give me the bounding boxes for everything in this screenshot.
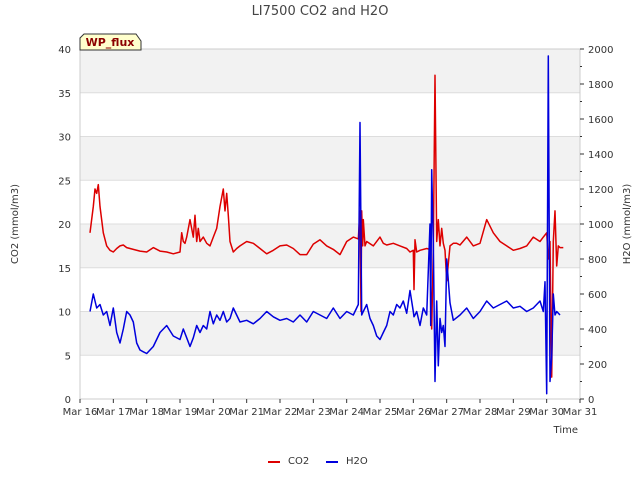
series-layer bbox=[89, 55, 564, 395]
y-tick-label-left: 35 bbox=[58, 89, 71, 100]
y-tick-label-left: 10 bbox=[58, 308, 71, 319]
x-tick-label: Mar 21 bbox=[229, 407, 264, 418]
y-tick-label-left: 25 bbox=[58, 176, 71, 187]
x-tick-label: Mar 24 bbox=[329, 407, 364, 418]
y-tick-label-right: 1600 bbox=[588, 115, 613, 126]
x-tick-label: Mar 19 bbox=[163, 407, 198, 418]
x-tick-label: Mar 20 bbox=[196, 407, 231, 418]
x-tick-label: Mar 30 bbox=[529, 407, 564, 418]
x-tick-label: Mar 22 bbox=[263, 407, 298, 418]
legend: CO2 H2O bbox=[268, 456, 368, 467]
y-tick-label-right: 600 bbox=[588, 290, 607, 301]
y-tick-label-right: 400 bbox=[588, 325, 607, 336]
series-line-co2 bbox=[89, 74, 564, 378]
x-axis-label: Time bbox=[553, 425, 578, 436]
background-bands bbox=[80, 49, 580, 356]
y-axis-right-label: H2O (mmol/m3) bbox=[622, 184, 633, 265]
y-tick-label-left: 40 bbox=[58, 45, 71, 56]
background-band bbox=[80, 136, 580, 181]
y-tick-label-right: 1200 bbox=[588, 185, 613, 196]
x-tick-label: Mar 29 bbox=[496, 407, 531, 418]
plot-area bbox=[79, 48, 581, 400]
badge-shape bbox=[79, 33, 142, 51]
legend-label-h2o: H2O bbox=[346, 456, 368, 467]
x-tick-label: Mar 23 bbox=[296, 407, 331, 418]
y-tick-label-right: 1400 bbox=[588, 150, 613, 161]
y-tick-label-right: 800 bbox=[588, 255, 607, 266]
x-tick-label: Mar 26 bbox=[396, 407, 431, 418]
background-band bbox=[80, 49, 580, 93]
y-axis-left-label: CO2 (mmol/m3) bbox=[10, 184, 21, 264]
x-tick-label: Mar 27 bbox=[429, 407, 464, 418]
y-tick-label-right: 200 bbox=[588, 360, 607, 371]
x-tick-label: Mar 18 bbox=[129, 407, 164, 418]
badge-label: WP_flux bbox=[86, 36, 135, 49]
y-tick-label-right: 1000 bbox=[588, 220, 613, 231]
y-tick-label-left: 20 bbox=[58, 220, 71, 231]
y-tick-label-left: 30 bbox=[58, 133, 71, 144]
background-band bbox=[80, 311, 580, 356]
y-axis-left: 0 5 10 15 20 25 30 35 40 bbox=[58, 45, 71, 406]
x-tick-label: Mar 25 bbox=[363, 407, 398, 418]
background-band bbox=[80, 224, 580, 268]
wp-flux-badge: WP_flux bbox=[79, 33, 142, 51]
y-axis-right: 0 200 400 600 800 1000 1200 1400 1600 1800 2000 bbox=[580, 45, 613, 406]
y-tick-label-right: 2000 bbox=[588, 45, 613, 56]
series-line-h2o bbox=[89, 55, 561, 395]
x-tick-label: Mar 16 bbox=[63, 407, 98, 418]
y-tick-label-left: 0 bbox=[65, 395, 71, 406]
x-tick-label: Mar 17 bbox=[96, 407, 131, 418]
legend-label-co2: CO2 bbox=[288, 456, 309, 467]
y-tick-label-left: 15 bbox=[58, 264, 71, 275]
y-tick-label-right: 1800 bbox=[588, 80, 613, 91]
chart-title: LI7500 CO2 and H2O bbox=[252, 4, 389, 19]
y-tick-label-right: 0 bbox=[588, 395, 594, 406]
x-tick-label: Mar 31 bbox=[563, 407, 598, 418]
x-tick-label: Mar 28 bbox=[463, 407, 498, 418]
y-tick-label-left: 5 bbox=[65, 351, 71, 362]
